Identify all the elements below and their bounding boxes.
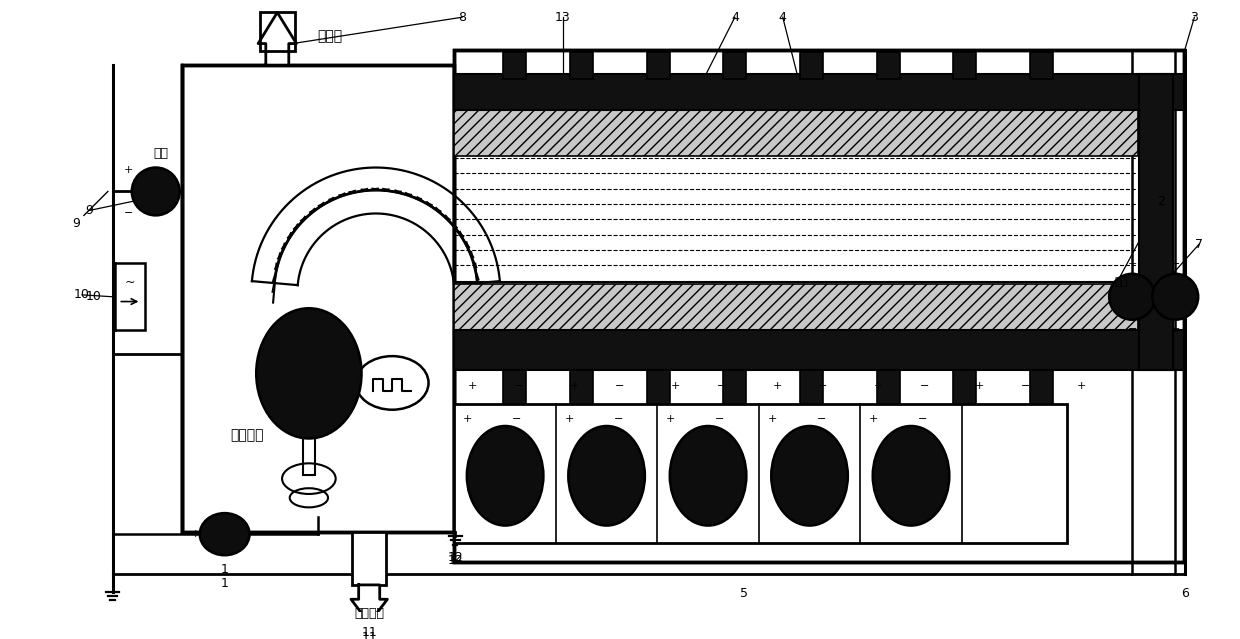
Text: −: − xyxy=(1127,325,1137,334)
Bar xyxy=(800,52,823,79)
Bar xyxy=(454,50,1184,562)
Text: 基体工件: 基体工件 xyxy=(229,429,263,443)
Ellipse shape xyxy=(670,426,746,525)
Ellipse shape xyxy=(356,356,429,410)
Bar xyxy=(723,52,746,79)
Bar xyxy=(454,404,1068,543)
Text: +: + xyxy=(975,381,985,391)
Bar xyxy=(114,263,145,330)
Text: −: − xyxy=(512,414,521,424)
Bar xyxy=(877,371,899,404)
Bar xyxy=(1029,52,1053,79)
Text: 10: 10 xyxy=(74,288,91,302)
Bar xyxy=(647,371,670,404)
Bar xyxy=(454,73,1184,110)
Bar xyxy=(503,52,526,79)
Text: −: − xyxy=(1171,259,1180,269)
Bar xyxy=(454,284,1138,330)
Text: +: + xyxy=(1127,259,1137,269)
Bar xyxy=(181,65,454,532)
Bar xyxy=(800,371,823,404)
Text: −: − xyxy=(614,414,622,424)
Text: 8: 8 xyxy=(458,11,466,24)
Text: 4: 4 xyxy=(730,11,739,24)
Bar xyxy=(303,438,315,475)
Text: −: − xyxy=(715,414,724,424)
Text: 反应气体: 反应气体 xyxy=(355,607,384,620)
Bar xyxy=(647,52,670,79)
Ellipse shape xyxy=(568,426,645,525)
Text: +: + xyxy=(191,529,201,539)
Polygon shape xyxy=(258,12,296,65)
Text: +: + xyxy=(773,381,781,391)
Bar xyxy=(1029,371,1053,404)
Ellipse shape xyxy=(1109,273,1156,320)
Text: 9: 9 xyxy=(72,217,81,229)
Bar xyxy=(877,52,899,79)
Text: +: + xyxy=(1171,325,1180,334)
Text: +: + xyxy=(1076,381,1086,391)
Text: 3: 3 xyxy=(1190,11,1198,24)
Text: 5: 5 xyxy=(740,587,749,600)
Ellipse shape xyxy=(873,426,950,525)
Bar xyxy=(260,12,295,50)
Text: +: + xyxy=(671,381,681,391)
Text: 11: 11 xyxy=(361,631,377,639)
Text: ~: ~ xyxy=(124,276,135,289)
Text: +: + xyxy=(874,381,883,391)
Bar xyxy=(954,371,976,404)
Text: 9: 9 xyxy=(84,204,93,217)
Text: −: − xyxy=(816,414,826,424)
Bar xyxy=(454,110,1138,156)
Text: +: + xyxy=(463,414,472,424)
Text: −: − xyxy=(818,381,827,391)
Bar xyxy=(723,371,746,404)
Text: 10: 10 xyxy=(86,290,102,304)
Bar xyxy=(454,330,1184,371)
Text: 1: 1 xyxy=(221,578,228,590)
Bar xyxy=(454,50,1184,562)
Text: −: − xyxy=(124,208,134,217)
Text: −: − xyxy=(920,381,929,391)
Bar xyxy=(954,52,976,79)
Text: +: + xyxy=(124,166,134,175)
Bar xyxy=(570,52,593,79)
Text: 1: 1 xyxy=(221,563,228,576)
Text: 6: 6 xyxy=(1180,587,1189,600)
Text: 2: 2 xyxy=(1157,194,1164,208)
Text: +: + xyxy=(869,414,878,424)
Text: +: + xyxy=(467,381,477,391)
Ellipse shape xyxy=(257,308,362,438)
Bar xyxy=(181,65,454,532)
Text: −: − xyxy=(918,414,928,424)
Text: +: + xyxy=(564,414,574,424)
Ellipse shape xyxy=(771,426,848,525)
Ellipse shape xyxy=(131,167,180,215)
Ellipse shape xyxy=(1152,273,1198,320)
Text: +: + xyxy=(666,414,676,424)
Bar xyxy=(503,371,526,404)
Bar xyxy=(1138,73,1173,371)
Ellipse shape xyxy=(466,426,543,525)
Text: 水冷: 水冷 xyxy=(1115,277,1128,288)
Text: 13: 13 xyxy=(554,11,570,24)
Text: 抽真空: 抽真空 xyxy=(317,29,342,43)
Text: −: − xyxy=(249,529,258,539)
Text: 12: 12 xyxy=(448,551,464,564)
Text: −: − xyxy=(1022,381,1030,391)
Text: −: − xyxy=(615,381,625,391)
Text: −: − xyxy=(717,381,727,391)
Text: 11: 11 xyxy=(361,626,377,639)
Ellipse shape xyxy=(200,513,249,555)
Polygon shape xyxy=(351,585,387,623)
Bar xyxy=(570,371,593,404)
Text: −: − xyxy=(513,381,523,391)
Text: +: + xyxy=(768,414,777,424)
Text: 12: 12 xyxy=(448,555,464,567)
Text: 4: 4 xyxy=(779,11,786,24)
Text: 水冷: 水冷 xyxy=(153,147,167,160)
Text: +: + xyxy=(569,381,579,391)
Text: 7: 7 xyxy=(1195,238,1203,250)
Bar xyxy=(352,532,387,585)
